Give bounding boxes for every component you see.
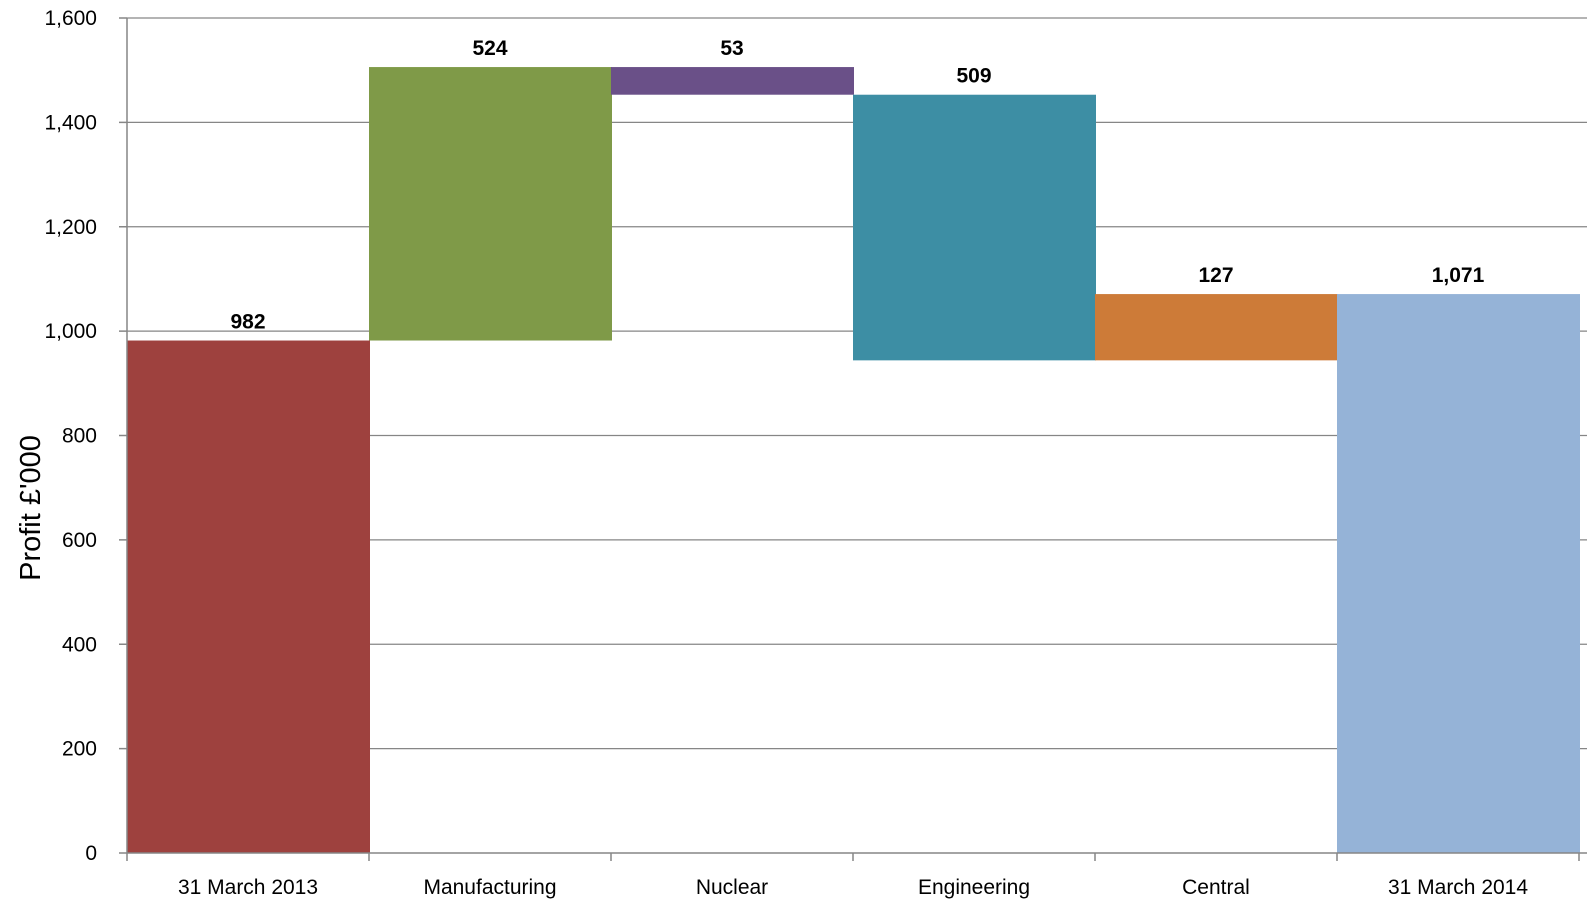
x-axis-ticks: 31 March 2013 Manufacturing Nuclear Enginee…: [126, 853, 1580, 899]
bar-nuclear: [611, 67, 854, 95]
bar-31-march-2014: [1337, 294, 1580, 853]
bars: [127, 67, 1580, 853]
data-label: 524: [472, 37, 507, 60]
bar-engineering: [853, 94, 1096, 361]
y-tick-label: 1,400: [44, 111, 97, 134]
x-tick-label: Manufacturing: [423, 876, 556, 899]
x-tick-label: 31 March 2014: [1388, 876, 1528, 899]
data-label: 53: [720, 37, 743, 60]
data-labels: 982 524 53 509 127 1,071: [230, 37, 1484, 333]
y-tick-label: 1,200: [44, 216, 97, 239]
y-axis-title: Profit £'000: [15, 435, 47, 581]
y-tick-label: 200: [62, 738, 97, 761]
bar-31-march-2013: [127, 340, 370, 853]
y-tick-label: 400: [62, 633, 97, 656]
x-tick-label: Nuclear: [696, 876, 768, 899]
y-tick-label: 1,000: [44, 320, 97, 343]
x-tick-label: Engineering: [918, 876, 1030, 899]
data-label: 509: [956, 65, 991, 88]
y-tick-label: 800: [62, 425, 97, 448]
bar-manufacturing: [369, 67, 612, 341]
y-axis-ticks: 0 200 400 600 800 1,000 1,200 1,400 1,600: [44, 7, 127, 865]
data-label: 982: [230, 311, 265, 334]
y-tick-label: 1,600: [44, 7, 97, 30]
y-tick-label: 0: [85, 842, 97, 865]
data-label: 1,071: [1432, 264, 1485, 287]
bar-central: [1095, 294, 1338, 361]
data-label: 127: [1198, 264, 1233, 287]
x-tick-label: 31 March 2013: [178, 876, 318, 899]
y-tick-label: 600: [62, 529, 97, 552]
x-tick-label: Central: [1182, 876, 1250, 899]
